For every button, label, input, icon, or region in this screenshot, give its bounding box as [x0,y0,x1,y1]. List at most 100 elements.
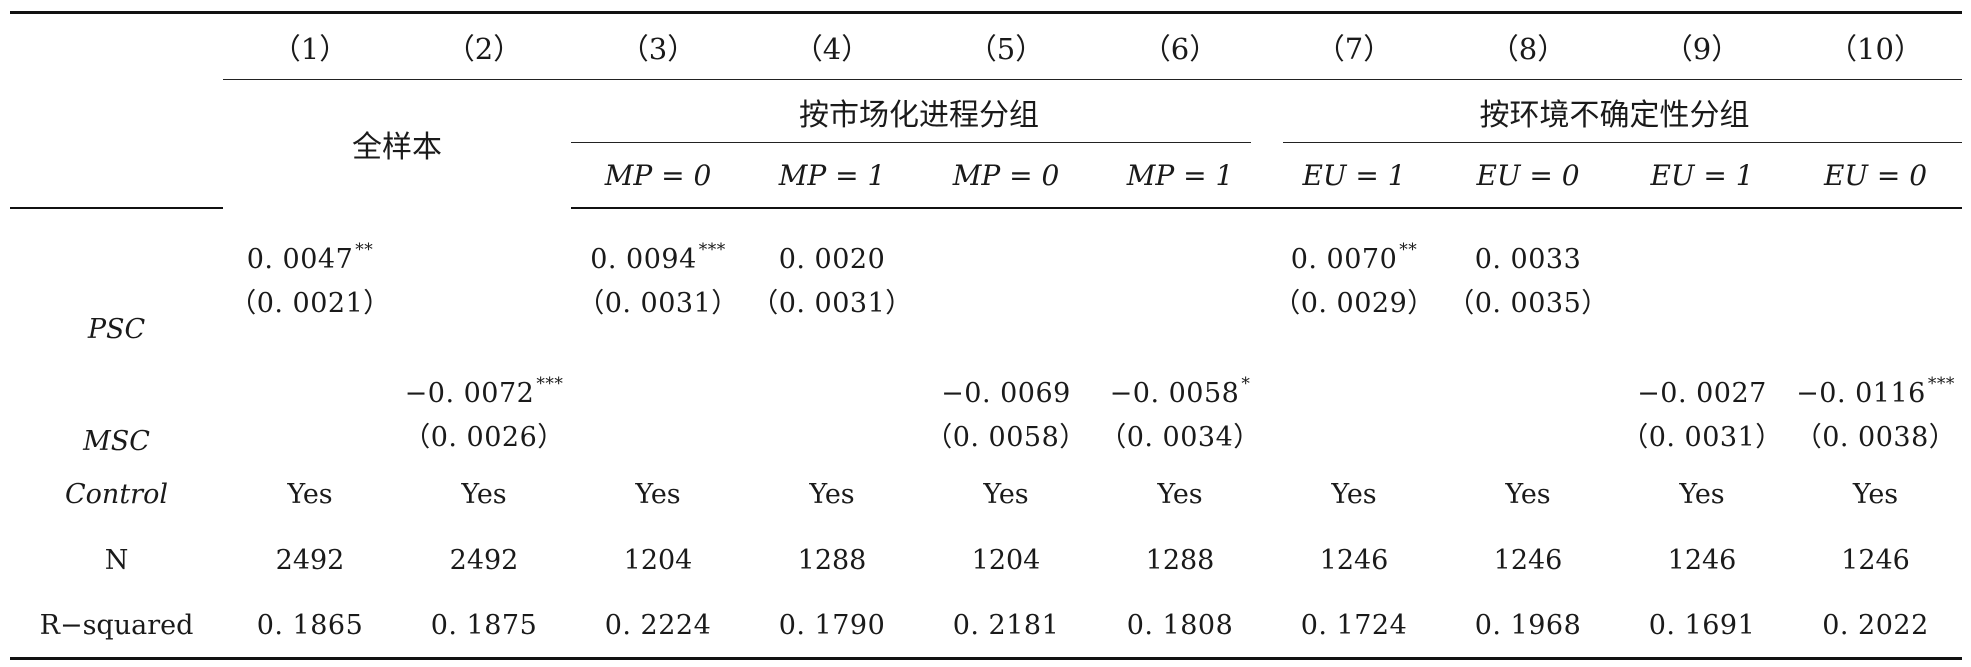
control-value: Yes [635,478,681,510]
control-row: Control Yes Yes Yes Yes Yes Yes Yes Yes … [10,461,1962,527]
empty-cell [223,413,397,461]
column-number: （10） [1789,13,1962,81]
condition-cell: MP = 1 [1093,143,1267,209]
n-value: 1204 [623,544,693,576]
msc-se-row: （0. 0026） （0. 0058） （0. 0034） （0. 0031） … [10,413,1962,461]
significance-stars: ** [1399,240,1418,260]
control-value: Yes [461,478,507,510]
control-value: Yes [1852,478,1899,510]
empty-cell [1441,413,1615,461]
empty-cell [1267,349,1441,413]
empty-cell [1093,279,1267,349]
control-value: Yes [287,478,333,510]
se-value: （0. 0031） [1621,422,1783,453]
r-squared-value: 0. 2224 [604,609,712,641]
psc-coef-row: PSC 0. 0047 ** 0. 0094 *** 0. 0020 0. 0070… [10,208,1962,345]
coef-value: 0. 0020 [778,244,886,275]
n-value: 1204 [971,544,1041,576]
row-label-r-squared: R−squared [39,609,194,641]
empty-cell [919,279,1093,349]
r-squared-value: 0. 1691 [1648,609,1756,641]
coef-cell: −0. 0027 [1615,349,1789,413]
empty-cell [1093,208,1267,279]
se-value: （0. 0034） [1099,422,1261,453]
empty-cell [397,208,571,279]
group-header-row: 全样本 按市场化进程分组 按环境不确定性分组 [10,80,1962,165]
empty-cell [745,349,919,413]
empty-cell [571,413,745,461]
r-squared-value: 0. 1968 [1474,609,1582,641]
coef-value: −0. 0069 [941,378,1071,409]
coef-cell: −0. 0072 *** [397,349,571,413]
group-market-process: 按市场化进程分组 [571,80,1267,143]
control-value: Yes [1331,478,1377,510]
stub-header-cell [10,80,223,143]
column-number: （8） [1441,13,1615,81]
n-value: 2492 [449,544,519,576]
se-value: （0. 0031） [751,288,913,319]
condition-label: EU = 1 [1302,158,1406,192]
empty-cell [223,349,397,413]
column-number: （7） [1267,13,1441,81]
coef-cell: 0. 0020 [745,208,919,279]
significance-stars: * [1241,374,1251,394]
coef-value: −0. 0116 [1796,378,1926,409]
condition-cell: MP = 0 [571,143,745,209]
n-value: 1288 [1145,544,1215,576]
coef-cell: 0. 0070 ** [1267,208,1441,279]
se-value: （0. 0058） [925,422,1087,453]
condition-cell: MP = 0 [919,143,1093,209]
control-value: Yes [1505,478,1551,510]
empty-cell [1615,279,1789,349]
coef-value: 0. 0070 [1290,244,1398,275]
column-number: （3） [571,13,745,81]
condition-cell: EU = 0 [1441,143,1615,209]
r-squared-value: 0. 1875 [430,609,538,641]
coef-value: 0. 0094 [590,244,697,275]
group-env-uncertainty: 按环境不确定性分组 [1267,80,1962,143]
control-value: Yes [1157,478,1203,510]
control-value: Yes [983,478,1029,510]
condition-cell: EU = 1 [1267,143,1441,209]
n-value: 1246 [1493,544,1563,576]
coef-cell: −0. 0116 *** [1789,349,1962,413]
empty-cell [1789,208,1962,279]
r-squared-value: 0. 1865 [256,609,364,641]
coef-value: 0. 0047 [246,244,354,275]
se-value: （0. 0021） [229,288,391,319]
coef-cell: 0. 0033 [1441,208,1615,279]
n-value: 1246 [1841,544,1910,576]
condition-label: EU = 0 [1476,158,1580,192]
empty-cell [1267,413,1441,461]
condition-cell: EU = 0 [1789,143,1962,209]
condition-cell: MP = 1 [745,143,919,209]
coef-value: 0. 0033 [1474,244,1582,275]
condition-label: MP = 0 [604,158,712,192]
column-number-row: （1） （2） （3） （4） （5） （6） （7） （8） （9） （10） [10,13,1962,81]
se-value: （0. 0029） [1273,288,1435,319]
n-row: N 2492 2492 1204 1288 1204 1288 1246 124… [10,527,1962,593]
condition-label: EU = 1 [1650,158,1754,192]
condition-row: MP = 0 MP = 1 MP = 0 MP = 1 EU = 1 EU = … [10,143,1962,209]
n-value: 1288 [797,544,867,576]
se-value: （0. 0035） [1447,288,1609,319]
regression-table: （1） （2） （3） （4） （5） （6） （7） （8） （9） （10）… [10,11,1962,660]
r-squared-value: 0. 1724 [1300,609,1408,641]
n-value: 1246 [1319,544,1389,576]
empty-cell [571,349,745,413]
column-number: （9） [1615,13,1789,81]
r-squared-value: 0. 1808 [1126,609,1234,641]
psc-se-row: （0. 0021） （0. 0031） （0. 0031） （0. 0029） … [10,279,1962,349]
stub-header-cell [10,13,223,81]
row-label-n: N [104,544,129,576]
empty-cell [745,413,919,461]
se-value: （0. 0038） [1794,422,1957,453]
r-squared-value: 0. 1790 [778,609,886,641]
significance-stars: ** [355,240,374,260]
column-number: （6） [1093,13,1267,81]
se-value: （0. 0031） [577,288,739,319]
n-value: 2492 [275,544,345,576]
condition-cell: EU = 1 [1615,143,1789,209]
coef-value: −0. 0058 [1109,378,1240,409]
